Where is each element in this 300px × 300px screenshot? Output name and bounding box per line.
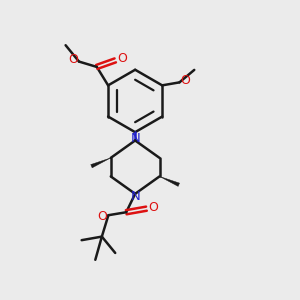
Polygon shape <box>91 158 111 168</box>
Text: O: O <box>98 210 107 223</box>
Text: N: N <box>130 132 140 145</box>
Text: O: O <box>180 74 190 87</box>
Text: O: O <box>148 201 158 214</box>
Polygon shape <box>160 176 179 186</box>
Text: O: O <box>68 53 78 66</box>
Text: N: N <box>131 190 141 203</box>
Text: O: O <box>117 52 127 65</box>
